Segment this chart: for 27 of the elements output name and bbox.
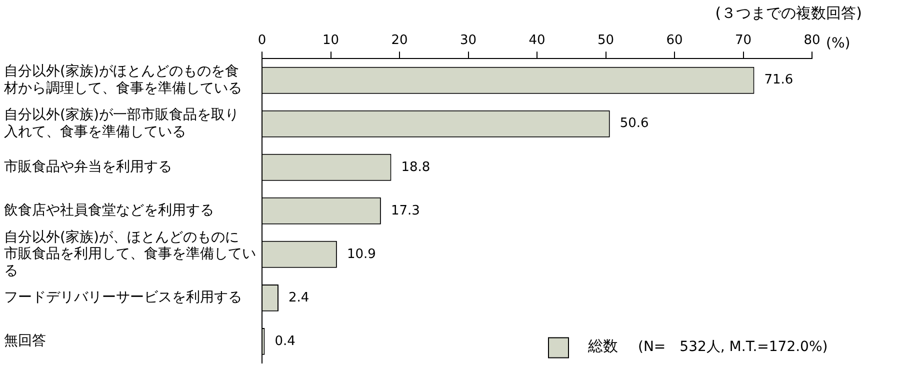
legend-label: 総数: [587, 337, 618, 356]
y-tick-label: フードデリバリーサービスを利用する: [4, 290, 242, 306]
data-label: 17.3: [390, 203, 420, 218]
data-label: 2.4: [288, 290, 310, 306]
y-tick-label: 自分以外(家族)がほとんどのものを食材から調理して、食事を準備している: [3, 64, 242, 96]
data-label: 50.6: [620, 116, 649, 132]
data-label: 10.9: [346, 246, 376, 262]
y-tick-label: 飲食店や社員食堂などを利用する: [4, 202, 214, 219]
x-tick-label: 40: [528, 33, 546, 48]
x-tick-label: 60: [666, 33, 683, 48]
data-label: 0.4: [274, 334, 296, 349]
y-tick-label: 無回答: [4, 333, 46, 350]
text: (３つまでの複数回答): [715, 4, 862, 22]
x-tick-label: 20: [391, 33, 408, 48]
data-label: 71.6: [764, 72, 794, 88]
x-tick-label: 10: [322, 33, 340, 48]
y-tick-label: 自分以外(家族)が一部市販食品を取り入れて、食事を準備している: [4, 107, 239, 140]
x-tick-label: 30: [460, 33, 477, 48]
annotation: (N= 532人, M.T.=172.0%): [638, 338, 828, 355]
y-tick-label: 自分以外(家族)が、ほとんどのものに市販食品を利用して、食事を準備している: [4, 229, 256, 279]
x-tick-label: 0: [258, 33, 266, 48]
x-tick-label: 80: [804, 33, 820, 48]
x-tick-label: 70: [734, 33, 752, 48]
x-axis-title: (%): [826, 36, 850, 52]
x-tick-label: 50: [597, 33, 614, 48]
data-label: 18.8: [401, 160, 430, 175]
y-tick-label: 市販食品や弁当を利用する: [4, 159, 172, 176]
